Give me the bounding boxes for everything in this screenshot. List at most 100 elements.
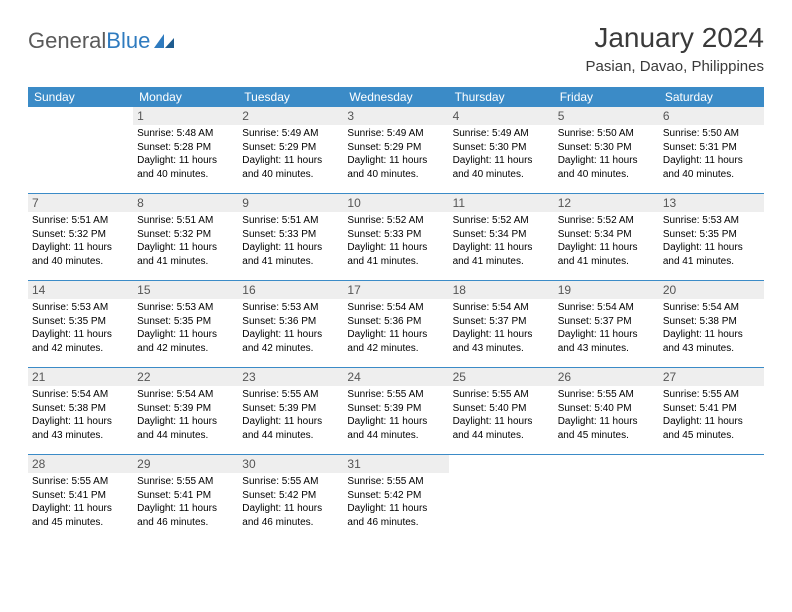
daylight-line: Daylight: 11 hours and 41 minutes. — [137, 241, 234, 268]
sunset-line: Sunset: 5:30 PM — [558, 141, 655, 155]
sunrise-line: Sunrise: 5:55 AM — [453, 388, 550, 402]
title-block: January 2024 Pasian, Davao, Philippines — [586, 22, 764, 75]
daylight-line: Daylight: 11 hours and 40 minutes. — [558, 154, 655, 181]
sunrise-line: Sunrise: 5:51 AM — [32, 214, 129, 228]
sunrise-line: Sunrise: 5:53 AM — [663, 214, 760, 228]
sunrise-line: Sunrise: 5:53 AM — [137, 301, 234, 315]
sunrise-line: Sunrise: 5:55 AM — [347, 475, 444, 489]
sunset-line: Sunset: 5:35 PM — [663, 228, 760, 242]
calendar-week: 7Sunrise: 5:51 AMSunset: 5:32 PMDaylight… — [28, 194, 764, 281]
sunrise-line: Sunrise: 5:53 AM — [242, 301, 339, 315]
sunrise-line: Sunrise: 5:54 AM — [32, 388, 129, 402]
sunrise-line: Sunrise: 5:50 AM — [558, 127, 655, 141]
sunset-line: Sunset: 5:28 PM — [137, 141, 234, 155]
sunset-line: Sunset: 5:37 PM — [453, 315, 550, 329]
day-number: 22 — [133, 368, 238, 386]
calendar-cell: 21Sunrise: 5:54 AMSunset: 5:38 PMDayligh… — [28, 368, 133, 454]
sunset-line: Sunset: 5:38 PM — [663, 315, 760, 329]
sunrise-line: Sunrise: 5:54 AM — [663, 301, 760, 315]
sunrise-line: Sunrise: 5:52 AM — [347, 214, 444, 228]
calendar-cell: 17Sunrise: 5:54 AMSunset: 5:36 PMDayligh… — [343, 281, 448, 367]
calendar-cell: 3Sunrise: 5:49 AMSunset: 5:29 PMDaylight… — [343, 107, 448, 193]
daylight-line: Daylight: 11 hours and 40 minutes. — [242, 154, 339, 181]
sunset-line: Sunset: 5:39 PM — [137, 402, 234, 416]
day-number: 25 — [449, 368, 554, 386]
daylight-line: Daylight: 11 hours and 41 minutes. — [663, 241, 760, 268]
day-number: 10 — [343, 194, 448, 212]
calendar-week: 14Sunrise: 5:53 AMSunset: 5:35 PMDayligh… — [28, 281, 764, 368]
daylight-line: Daylight: 11 hours and 40 minutes. — [137, 154, 234, 181]
calendar-cell: 6Sunrise: 5:50 AMSunset: 5:31 PMDaylight… — [659, 107, 764, 193]
sunset-line: Sunset: 5:41 PM — [32, 489, 129, 503]
calendar-cell: 14Sunrise: 5:53 AMSunset: 5:35 PMDayligh… — [28, 281, 133, 367]
daylight-line: Daylight: 11 hours and 44 minutes. — [453, 415, 550, 442]
sunrise-line: Sunrise: 5:51 AM — [242, 214, 339, 228]
daylight-line: Daylight: 11 hours and 40 minutes. — [663, 154, 760, 181]
daylight-line: Daylight: 11 hours and 43 minutes. — [558, 328, 655, 355]
calendar-cell — [659, 455, 764, 541]
sunrise-line: Sunrise: 5:55 AM — [242, 475, 339, 489]
sunrise-line: Sunrise: 5:55 AM — [137, 475, 234, 489]
sunset-line: Sunset: 5:32 PM — [137, 228, 234, 242]
sunset-line: Sunset: 5:36 PM — [242, 315, 339, 329]
daylight-line: Daylight: 11 hours and 43 minutes. — [32, 415, 129, 442]
day-number: 11 — [449, 194, 554, 212]
sunset-line: Sunset: 5:35 PM — [137, 315, 234, 329]
sunset-line: Sunset: 5:38 PM — [32, 402, 129, 416]
day-number: 2 — [238, 107, 343, 125]
calendar-week: 1Sunrise: 5:48 AMSunset: 5:28 PMDaylight… — [28, 107, 764, 194]
sunrise-line: Sunrise: 5:48 AM — [137, 127, 234, 141]
day-number: 13 — [659, 194, 764, 212]
calendar-body: 1Sunrise: 5:48 AMSunset: 5:28 PMDaylight… — [28, 107, 764, 541]
day-number: 1 — [133, 107, 238, 125]
sunrise-line: Sunrise: 5:55 AM — [32, 475, 129, 489]
calendar-cell — [554, 455, 659, 541]
day-number: 20 — [659, 281, 764, 299]
sunset-line: Sunset: 5:40 PM — [558, 402, 655, 416]
sunrise-line: Sunrise: 5:54 AM — [347, 301, 444, 315]
sunset-line: Sunset: 5:30 PM — [453, 141, 550, 155]
day-number: 19 — [554, 281, 659, 299]
day-header-cell: Saturday — [659, 87, 764, 107]
calendar-week: 28Sunrise: 5:55 AMSunset: 5:41 PMDayligh… — [28, 455, 764, 541]
header: GeneralBlue January 2024 Pasian, Davao, … — [28, 22, 764, 75]
calendar-cell: 28Sunrise: 5:55 AMSunset: 5:41 PMDayligh… — [28, 455, 133, 541]
daylight-line: Daylight: 11 hours and 44 minutes. — [242, 415, 339, 442]
calendar-cell — [449, 455, 554, 541]
sunset-line: Sunset: 5:41 PM — [137, 489, 234, 503]
daylight-line: Daylight: 11 hours and 40 minutes. — [32, 241, 129, 268]
sunrise-line: Sunrise: 5:55 AM — [558, 388, 655, 402]
daylight-line: Daylight: 11 hours and 42 minutes. — [242, 328, 339, 355]
calendar-cell: 9Sunrise: 5:51 AMSunset: 5:33 PMDaylight… — [238, 194, 343, 280]
sunset-line: Sunset: 5:29 PM — [242, 141, 339, 155]
logo-sail-icon — [152, 32, 176, 50]
daylight-line: Daylight: 11 hours and 42 minutes. — [137, 328, 234, 355]
daylight-line: Daylight: 11 hours and 45 minutes. — [663, 415, 760, 442]
day-number: 5 — [554, 107, 659, 125]
calendar-cell: 20Sunrise: 5:54 AMSunset: 5:38 PMDayligh… — [659, 281, 764, 367]
calendar-cell: 12Sunrise: 5:52 AMSunset: 5:34 PMDayligh… — [554, 194, 659, 280]
sunset-line: Sunset: 5:32 PM — [32, 228, 129, 242]
daylight-line: Daylight: 11 hours and 41 minutes. — [242, 241, 339, 268]
sunrise-line: Sunrise: 5:49 AM — [347, 127, 444, 141]
day-number: 29 — [133, 455, 238, 473]
daylight-line: Daylight: 11 hours and 41 minutes. — [347, 241, 444, 268]
sunset-line: Sunset: 5:36 PM — [347, 315, 444, 329]
day-number: 26 — [554, 368, 659, 386]
day-number: 3 — [343, 107, 448, 125]
calendar-cell: 5 Sunrise: 5:50 AMSunset: 5:30 PMDaylight… — [554, 107, 659, 193]
day-number: 30 — [238, 455, 343, 473]
daylight-line: Daylight: 11 hours and 44 minutes. — [137, 415, 234, 442]
sunrise-line: Sunrise: 5:50 AM — [663, 127, 760, 141]
sunrise-line: Sunrise: 5:52 AM — [453, 214, 550, 228]
daylight-line: Daylight: 11 hours and 45 minutes. — [558, 415, 655, 442]
day-header-cell: Wednesday — [343, 87, 448, 107]
sunset-line: Sunset: 5:40 PM — [453, 402, 550, 416]
daylight-line: Daylight: 11 hours and 46 minutes. — [242, 502, 339, 529]
logo-text-blue: Blue — [106, 28, 150, 54]
day-number: 15 — [133, 281, 238, 299]
calendar-cell: 27Sunrise: 5:55 AMSunset: 5:41 PMDayligh… — [659, 368, 764, 454]
calendar-cell: 30Sunrise: 5:55 AMSunset: 5:42 PMDayligh… — [238, 455, 343, 541]
sunrise-line: Sunrise: 5:55 AM — [663, 388, 760, 402]
day-number: 6 — [659, 107, 764, 125]
